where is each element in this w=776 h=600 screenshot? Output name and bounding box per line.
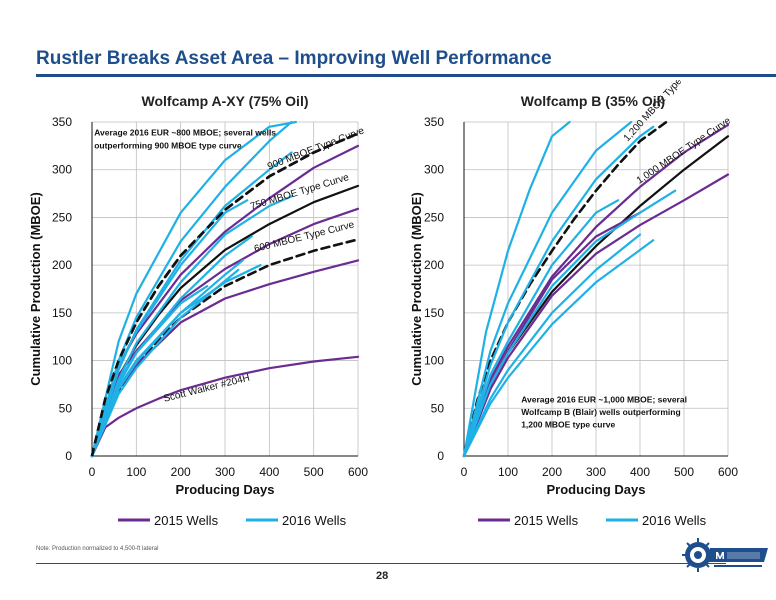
chart-annotation: Wolfcamp B (Blair) wells outperforming — [521, 407, 680, 417]
x-tick-label: 0 — [89, 465, 96, 479]
slide-title: Rustler Breaks Asset Area – Improving We… — [36, 48, 552, 69]
x-tick-label: 500 — [304, 465, 324, 479]
y-tick-label: 350 — [424, 115, 444, 129]
legend-label: 2016 Wells — [282, 513, 347, 528]
series-line-2016-well — [462, 199, 620, 458]
y-tick-label: 0 — [437, 449, 444, 463]
y-tick-label: 50 — [431, 401, 445, 415]
x-tick-label: 300 — [586, 465, 606, 479]
x-tick-label: 0 — [461, 465, 468, 479]
x-axis-label: Producing Days — [176, 482, 275, 497]
x-tick-label: 400 — [259, 465, 279, 479]
series-line-2015-well — [462, 173, 730, 458]
chart-wolfcamp-a-xy: Wolfcamp A-XY (75% Oil)0 100 200 300 400 500 6… — [28, 93, 368, 528]
series-line-2015-well — [90, 207, 360, 458]
chart-title: Wolfcamp B (35% Oil) — [521, 93, 665, 109]
series-line-2016-well — [90, 120, 297, 458]
y-tick-label: 100 — [52, 354, 72, 368]
y-axis-label: Cumulative Production (MBOE) — [409, 192, 424, 386]
series-line-2015-well — [462, 123, 730, 458]
footnote: Note: Production normalized to 4,500-ft … — [36, 546, 159, 552]
legend-label: 2015 Wells — [154, 513, 219, 528]
chart-annotation: Average 2016 EUR ~1,000 MBOE; several — [521, 395, 687, 405]
y-tick-label: 300 — [52, 163, 72, 177]
chart-annotation: outperforming 900 MBOE type curve — [94, 141, 242, 151]
y-tick-label: 50 — [59, 401, 73, 415]
series-line-2016-well — [90, 199, 249, 458]
x-tick-label: 200 — [171, 465, 191, 479]
x-tick-label: 400 — [630, 465, 650, 479]
series-line-2016-well — [90, 120, 293, 458]
series-line-2016-well — [90, 285, 209, 458]
y-tick-label: 350 — [52, 115, 72, 129]
series-line-2015-well — [90, 355, 360, 458]
y-tick-label: 250 — [424, 210, 444, 224]
y-tick-label: 150 — [52, 306, 72, 320]
chart-annotation: 1,200 MBOE type curve — [521, 419, 615, 429]
x-tick-label: 600 — [718, 465, 738, 479]
y-tick-label: 200 — [52, 258, 72, 272]
x-tick-label: 500 — [674, 465, 694, 479]
legend-label: 2015 Wells — [514, 513, 579, 528]
series-line-2016-well — [462, 233, 642, 458]
series-line-2016-well — [462, 120, 571, 458]
x-tick-label: 600 — [348, 465, 368, 479]
x-tick-label: 100 — [126, 465, 146, 479]
chart-wolfcamp-b: Wolfcamp B (35% Oil) 0 100 200 300 400 500 600 0… — [409, 80, 738, 528]
title-divider — [36, 74, 776, 77]
footer-divider — [36, 563, 726, 564]
x-axis-label: Producing Days — [547, 482, 646, 497]
chart-title: Wolfcamp A-XY (75% Oil) — [142, 93, 309, 109]
x-tick-label: 100 — [498, 465, 518, 479]
y-tick-label: 0 — [65, 449, 72, 463]
series-line-2016-well — [462, 189, 677, 458]
series-line-2016-well — [90, 264, 262, 458]
y-tick-label: 150 — [424, 306, 444, 320]
y-tick-label: 100 — [424, 354, 444, 368]
page-number: 28 — [376, 570, 389, 582]
series-line-2016-well — [90, 268, 240, 458]
x-tick-label: 300 — [215, 465, 235, 479]
matador-logo-icon — [682, 538, 768, 572]
type-curve-line — [90, 132, 359, 457]
legend-label: 2016 Wells — [642, 513, 707, 528]
y-tick-label: 200 — [424, 258, 444, 272]
series-line-2016-well — [90, 151, 293, 458]
type-curve-line — [462, 120, 668, 458]
y-tick-label: 300 — [424, 163, 444, 177]
chart-annotation: Average 2016 EUR ~800 MBOE; several well… — [94, 127, 276, 137]
y-axis-label: Cumulative Production (MBOE) — [28, 192, 43, 386]
series-line-2016-well — [462, 125, 655, 458]
series-line-2016-well — [462, 239, 655, 458]
y-tick-label: 250 — [52, 210, 72, 224]
series-line-2016-well — [462, 120, 633, 458]
x-tick-label: 200 — [542, 465, 562, 479]
